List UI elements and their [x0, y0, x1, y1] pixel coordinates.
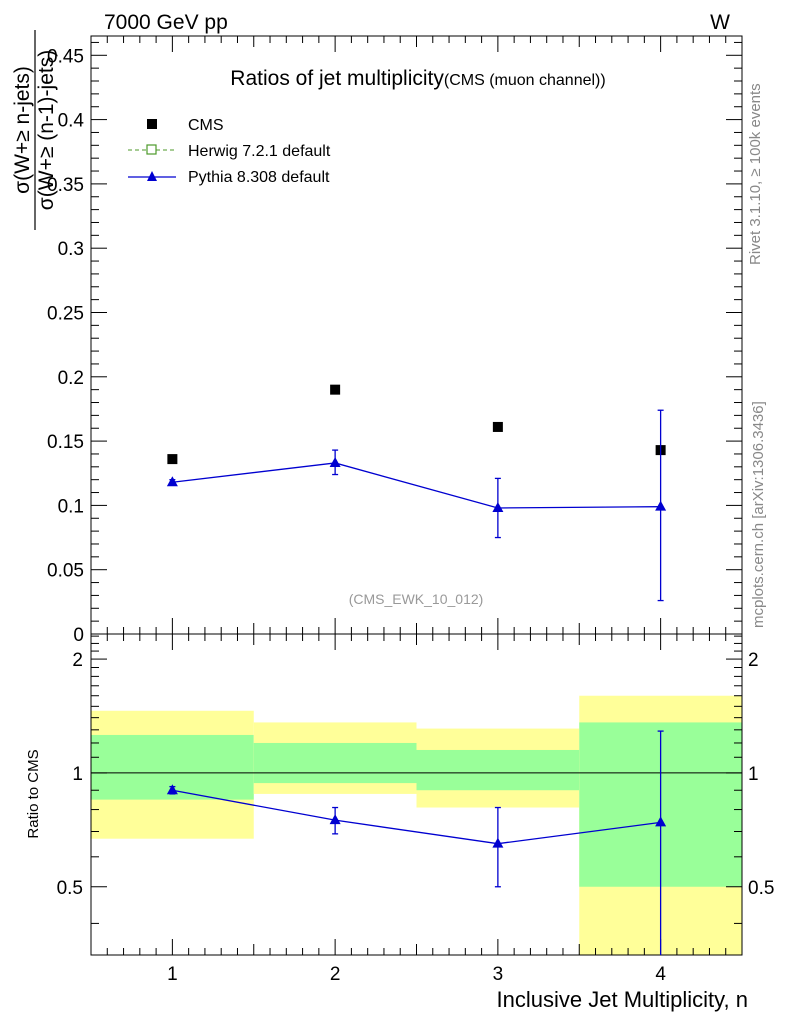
legend-label-pythia: Pythia 8.308 default — [188, 169, 330, 186]
chart-title-sub: (CMS (muon channel)) — [444, 72, 606, 89]
ratio-pythia-point — [655, 816, 667, 827]
y-label-numerator: σ(W+≥ n-jets) — [11, 66, 34, 194]
legend-marker-pythia — [147, 171, 157, 181]
ratio-ytick-label-right: 1 — [748, 764, 759, 785]
xtick-label: 2 — [330, 964, 341, 985]
ratio-y-ticks: 0.5 0.5 1 1 2 2 — [57, 635, 774, 924]
pythia-point — [329, 456, 341, 467]
xtick-label: 1 — [167, 964, 178, 985]
main-panel: 0 0.05 0.1 0.15 0.2 0.25 0.3 0.35 0.4 0.45 Ratios… — [47, 35, 743, 646]
y-label-denominator: σ(W+≥ (n-1)-jets) — [35, 50, 58, 210]
main-ytick-label: 0 — [73, 625, 84, 646]
energy-label: 7000 GeV pp — [104, 11, 228, 34]
main-ytick-label: 0.4 — [58, 111, 85, 132]
chart-title-main: Ratios of jet multiplicity — [230, 67, 444, 90]
ratio-ytick-label-right: 0.5 — [748, 878, 774, 899]
ratio-series-layer — [166, 730, 667, 955]
main-ytick-label: 0.3 — [58, 239, 84, 260]
ratio-x-ticks — [90, 634, 743, 955]
ratio-band-inner — [416, 749, 580, 791]
main-ytick-label: 0.1 — [58, 496, 84, 517]
main-ytick-label: 0.25 — [47, 303, 84, 324]
pythia-line — [172, 462, 661, 509]
mcplots-label: mcplots.cern.ch [arXiv:1306.3436] — [750, 401, 767, 628]
legend-label-cms: CMS — [188, 117, 224, 134]
legend: CMS Herwig 7.2.1 default Pythia 8.308 de… — [128, 117, 331, 186]
main-y-axis-label: σ(W+≥ n-jets) σ(W+≥ (n-1)-jets) — [11, 30, 58, 230]
process-label: W — [710, 11, 730, 34]
analysis-id: (CMS_EWK_10_012) — [349, 591, 484, 607]
legend-label-herwig: Herwig 7.2.1 default — [188, 143, 331, 160]
ratio-pythia-point — [329, 814, 341, 825]
rivet-label: Rivet 3.1.10, ≥ 100k events — [747, 83, 764, 265]
cms-point — [330, 384, 341, 395]
xtick-label: 3 — [493, 964, 504, 985]
ratio-y-axis-label: Ratio to CMS — [25, 749, 42, 838]
pythia-point — [492, 501, 504, 512]
main-ytick-label: 0.45 — [47, 46, 84, 67]
cms-point — [492, 421, 503, 432]
ratio-pythia-point — [166, 784, 178, 795]
pythia-point — [655, 500, 667, 511]
main-ytick-label: 0.05 — [47, 561, 84, 582]
ratio-ytick-label: 0.5 — [57, 878, 83, 899]
ratio-ytick-label: 1 — [72, 764, 83, 785]
legend-marker-cms — [147, 119, 157, 129]
main-ytick-label: 0.35 — [47, 175, 84, 196]
ratio-ytick-label: 2 — [72, 650, 83, 671]
main-series-layer — [166, 384, 667, 602]
main-y-ticks: 0 0.05 0.1 0.15 0.2 0.25 0.3 0.35 0.4 0.45 — [47, 41, 742, 646]
ratio-pythia-point — [492, 837, 504, 848]
xtick-label: 4 — [655, 964, 666, 985]
ratio-band-inner — [253, 742, 417, 784]
main-ytick-label: 0.2 — [58, 368, 84, 389]
x-tick-labels: 1 2 3 4 — [167, 964, 666, 985]
main-ytick-label: 0.15 — [47, 432, 84, 453]
chart-title: Ratios of jet multiplicity(CMS (muon cha… — [230, 67, 605, 90]
ratio-ytick-label-right: 2 — [748, 650, 759, 671]
main-x-ticks — [90, 36, 743, 634]
cms-point — [167, 454, 178, 465]
ratio-bands-layer — [91, 695, 742, 955]
ratio-panel: 0.5 0.5 1 1 2 2 — [57, 633, 774, 956]
x-axis-label: Inclusive Jet Multiplicity, n — [497, 987, 748, 1012]
legend-marker-herwig — [146, 144, 157, 155]
pythia-point — [166, 476, 178, 487]
ratio-pythia-line — [172, 789, 661, 845]
